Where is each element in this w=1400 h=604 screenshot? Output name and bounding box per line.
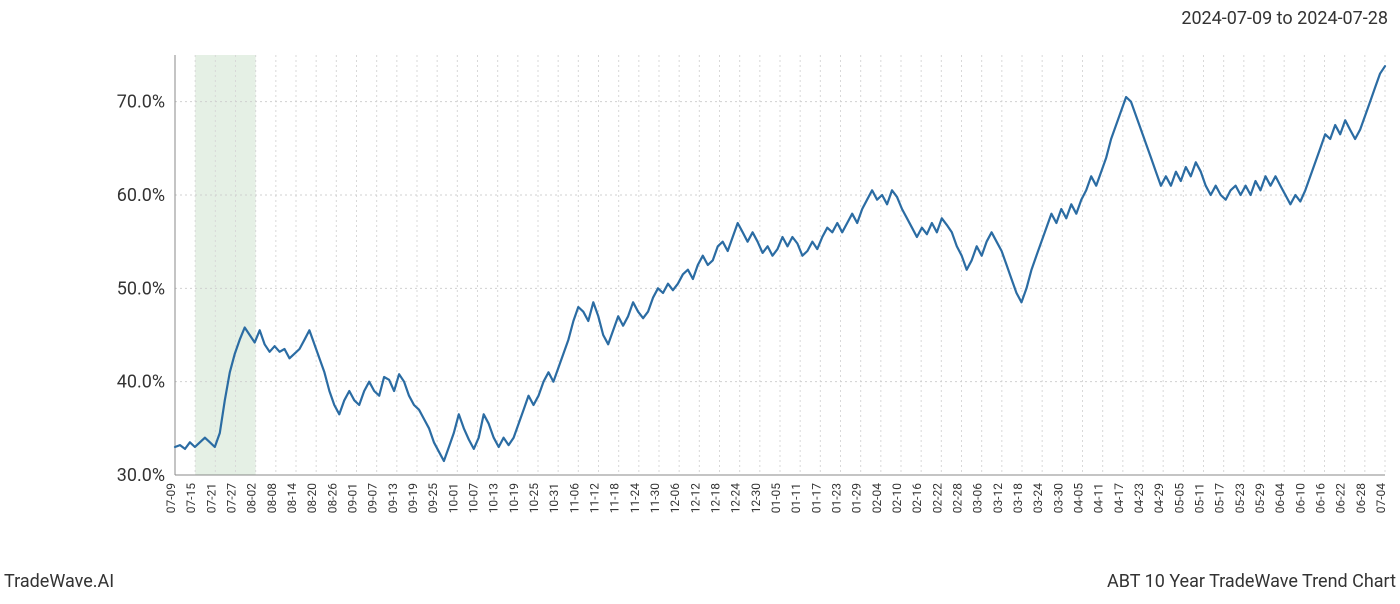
x-tick-label: 03-12 [991, 483, 1005, 514]
x-tick-label: 10-01 [446, 483, 460, 513]
x-tick-label: 09-19 [406, 483, 420, 513]
x-tick-label: 08-14 [285, 483, 299, 514]
x-tick-label: 11-06 [567, 483, 581, 514]
x-tick-label: 05-17 [1213, 483, 1227, 514]
x-tick-label: 03-06 [971, 483, 985, 514]
x-tick-label: 04-05 [1072, 483, 1086, 514]
y-tick-label: 70.0% [117, 92, 165, 113]
x-tick-label: 05-23 [1233, 483, 1247, 513]
x-tick-label: 04-29 [1152, 483, 1166, 513]
x-tick-label: 12-18 [709, 483, 723, 514]
x-tick-label: 08-08 [265, 483, 279, 514]
x-tick-label: 04-23 [1132, 483, 1146, 513]
x-tick-label: 09-07 [366, 483, 380, 514]
x-tick-label: 05-29 [1253, 483, 1267, 513]
x-tick-label: 11-18 [608, 483, 622, 514]
x-tick-label: 10-31 [547, 483, 561, 513]
x-tick-label: 06-10 [1293, 483, 1307, 514]
x-tick-label: 01-17 [809, 483, 823, 514]
x-tick-label: 09-01 [346, 483, 360, 513]
x-tick-label: 10-07 [467, 483, 481, 514]
x-tick-label: 04-11 [1092, 483, 1106, 513]
x-tick-label: 07-04 [1374, 483, 1388, 514]
x-tick-label: 07-15 [184, 483, 198, 514]
x-tick-label: 06-22 [1334, 483, 1348, 514]
x-tick-label: 03-24 [1031, 483, 1045, 514]
x-tick-label: 01-29 [850, 483, 864, 513]
x-tick-label: 09-25 [426, 483, 440, 514]
x-tick-label: 08-02 [245, 483, 259, 514]
x-tick-label: 03-18 [1011, 483, 1025, 514]
y-tick-label: 30.0% [117, 465, 165, 486]
x-tick-label: 08-26 [325, 483, 339, 514]
x-tick-label: 12-06 [668, 483, 682, 514]
x-tick-label: 11-24 [628, 483, 642, 514]
x-tick-label: 02-22 [930, 483, 944, 514]
chart-container: 07-09 07-15 07-21 07-27 08-02 08-08 08-14 08-20… [0, 0, 1400, 600]
x-tick-label: 01-11 [789, 483, 803, 513]
x-tick-label: 02-28 [951, 483, 965, 514]
chart-title-label: ABT 10 Year TradeWave Trend Chart [1107, 571, 1396, 592]
x-tick-label: 02-10 [890, 483, 904, 514]
x-tick-label: 12-24 [729, 483, 743, 514]
x-tick-label: 09-13 [386, 483, 400, 513]
x-tick-label: 07-21 [204, 483, 218, 513]
trend-chart: 07-09 07-15 07-21 07-27 08-02 08-08 08-14 08-20… [0, 0, 1400, 600]
x-tick-label: 10-13 [487, 483, 501, 513]
x-tick-label: 06-28 [1354, 483, 1368, 514]
x-tick-label: 03-30 [1051, 483, 1065, 514]
x-tick-label: 10-25 [527, 483, 541, 514]
x-tick-label: 12-30 [749, 483, 763, 514]
y-tick-label: 60.0% [117, 185, 165, 206]
x-tick-label: 02-04 [870, 483, 884, 514]
x-tick-label: 10-19 [507, 483, 521, 513]
x-tick-label: 01-05 [769, 483, 783, 514]
x-tick-label: 01-23 [830, 483, 844, 513]
x-tick-label: 05-11 [1193, 483, 1207, 513]
x-tick-label: 12-12 [688, 483, 702, 514]
x-tick-label: 08-20 [305, 483, 319, 514]
brand-label: TradeWave.AI [4, 571, 114, 592]
x-tick-label: 04-17 [1112, 483, 1126, 514]
y-tick-label: 40.0% [117, 372, 165, 393]
x-tick-label: 11-30 [648, 483, 662, 514]
x-tick-label: 11-12 [588, 483, 602, 514]
x-tick-label: 05-05 [1172, 483, 1186, 514]
x-tick-label: 07-09 [164, 483, 178, 513]
y-tick-label: 50.0% [117, 278, 165, 299]
x-tick-label: 06-16 [1314, 483, 1328, 514]
x-tick-label: 02-16 [910, 483, 924, 514]
date-range-label: 2024-07-09 to 2024-07-28 [1181, 8, 1388, 29]
x-tick-label: 07-27 [225, 483, 239, 514]
x-tick-label: 06-04 [1273, 483, 1287, 514]
